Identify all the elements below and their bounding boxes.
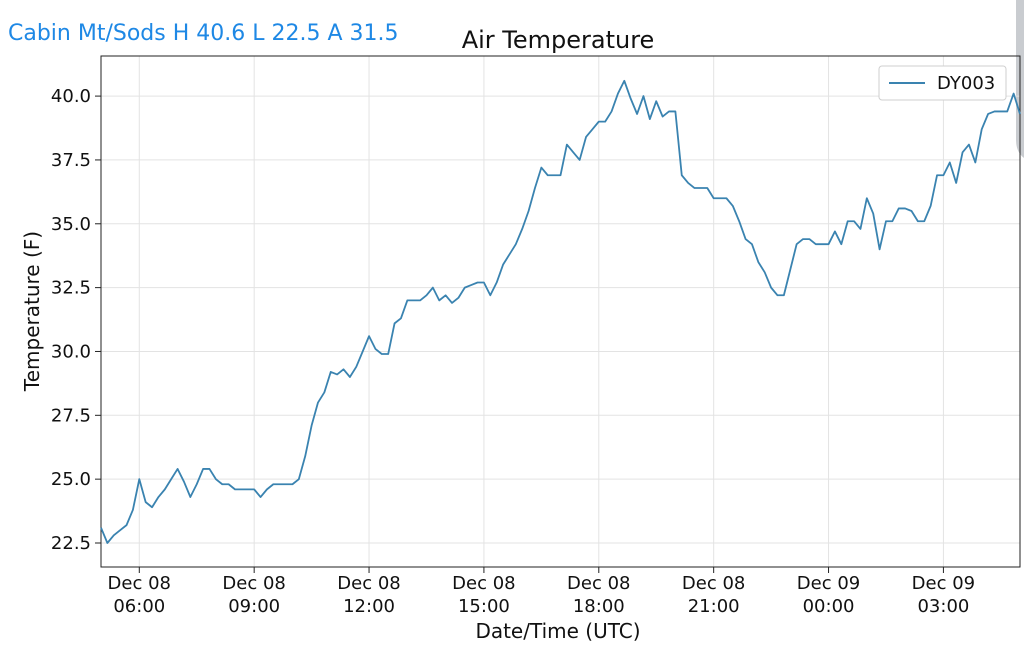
y-tick-label: 40.0 [51, 86, 91, 107]
legend-box [878, 65, 1007, 101]
y-tick-label: 30.0 [51, 341, 91, 362]
x-tick-label: Dec 08 18:00 [567, 573, 630, 617]
x-tick-label: Dec 08 09:00 [222, 573, 285, 617]
x-tick-label-line: 00:00 [803, 596, 855, 617]
x-tick-label: Dec 09 03:00 [912, 573, 975, 617]
y-tick-label: 32.5 [51, 278, 91, 299]
chart-title: Air Temperature [462, 26, 655, 54]
plot-frame [100, 55, 1021, 568]
x-tick-label: Dec 08 06:00 [108, 573, 171, 617]
x-tick-label-line: Dec 08 [108, 573, 171, 594]
x-axis-label: Date/Time (UTC) [475, 619, 640, 643]
x-tick-label-line: Dec 09 [797, 573, 860, 594]
x-tick-label-line: 18:00 [573, 596, 625, 617]
x-tick-label-line: 21:00 [688, 596, 740, 617]
x-tick-label-line: 09:00 [228, 596, 280, 617]
station-header: Cabin Mt/Sods H 40.6 L 22.5 A 31.5 [8, 21, 399, 46]
x-tick-label: Dec 08 21:00 [682, 573, 745, 617]
y-tick-label: 27.5 [51, 405, 91, 426]
x-tick-label: Dec 09 00:00 [797, 573, 860, 617]
x-tick-label-line: Dec 08 [682, 573, 745, 594]
x-tick-label-line: 06:00 [113, 596, 165, 617]
x-tick-label-line: Dec 08 [567, 573, 630, 594]
legend-label: DY003 [937, 73, 995, 94]
x-tick-label-line: 12:00 [343, 596, 395, 617]
data-line [100, 79, 1021, 544]
x-tick-label: Dec 08 15:00 [452, 573, 515, 617]
x-tick-label-line: Dec 08 [222, 573, 285, 594]
x-tick-label-line: 03:00 [917, 596, 969, 617]
y-tick-label: 35.0 [51, 214, 91, 235]
y-tick-label: 22.5 [51, 533, 91, 554]
x-tick-label-line: Dec 08 [337, 573, 400, 594]
x-tick-label-line: 15:00 [458, 596, 510, 617]
x-tick-label-line: Dec 08 [452, 573, 515, 594]
x-tick-label: Dec 08 12:00 [337, 573, 400, 617]
y-axis-label: Temperature (F) [20, 231, 44, 392]
x-tick-label-line: Dec 09 [912, 573, 975, 594]
y-tick-label: 37.5 [51, 150, 91, 171]
y-tick-label: 25.0 [51, 469, 91, 490]
